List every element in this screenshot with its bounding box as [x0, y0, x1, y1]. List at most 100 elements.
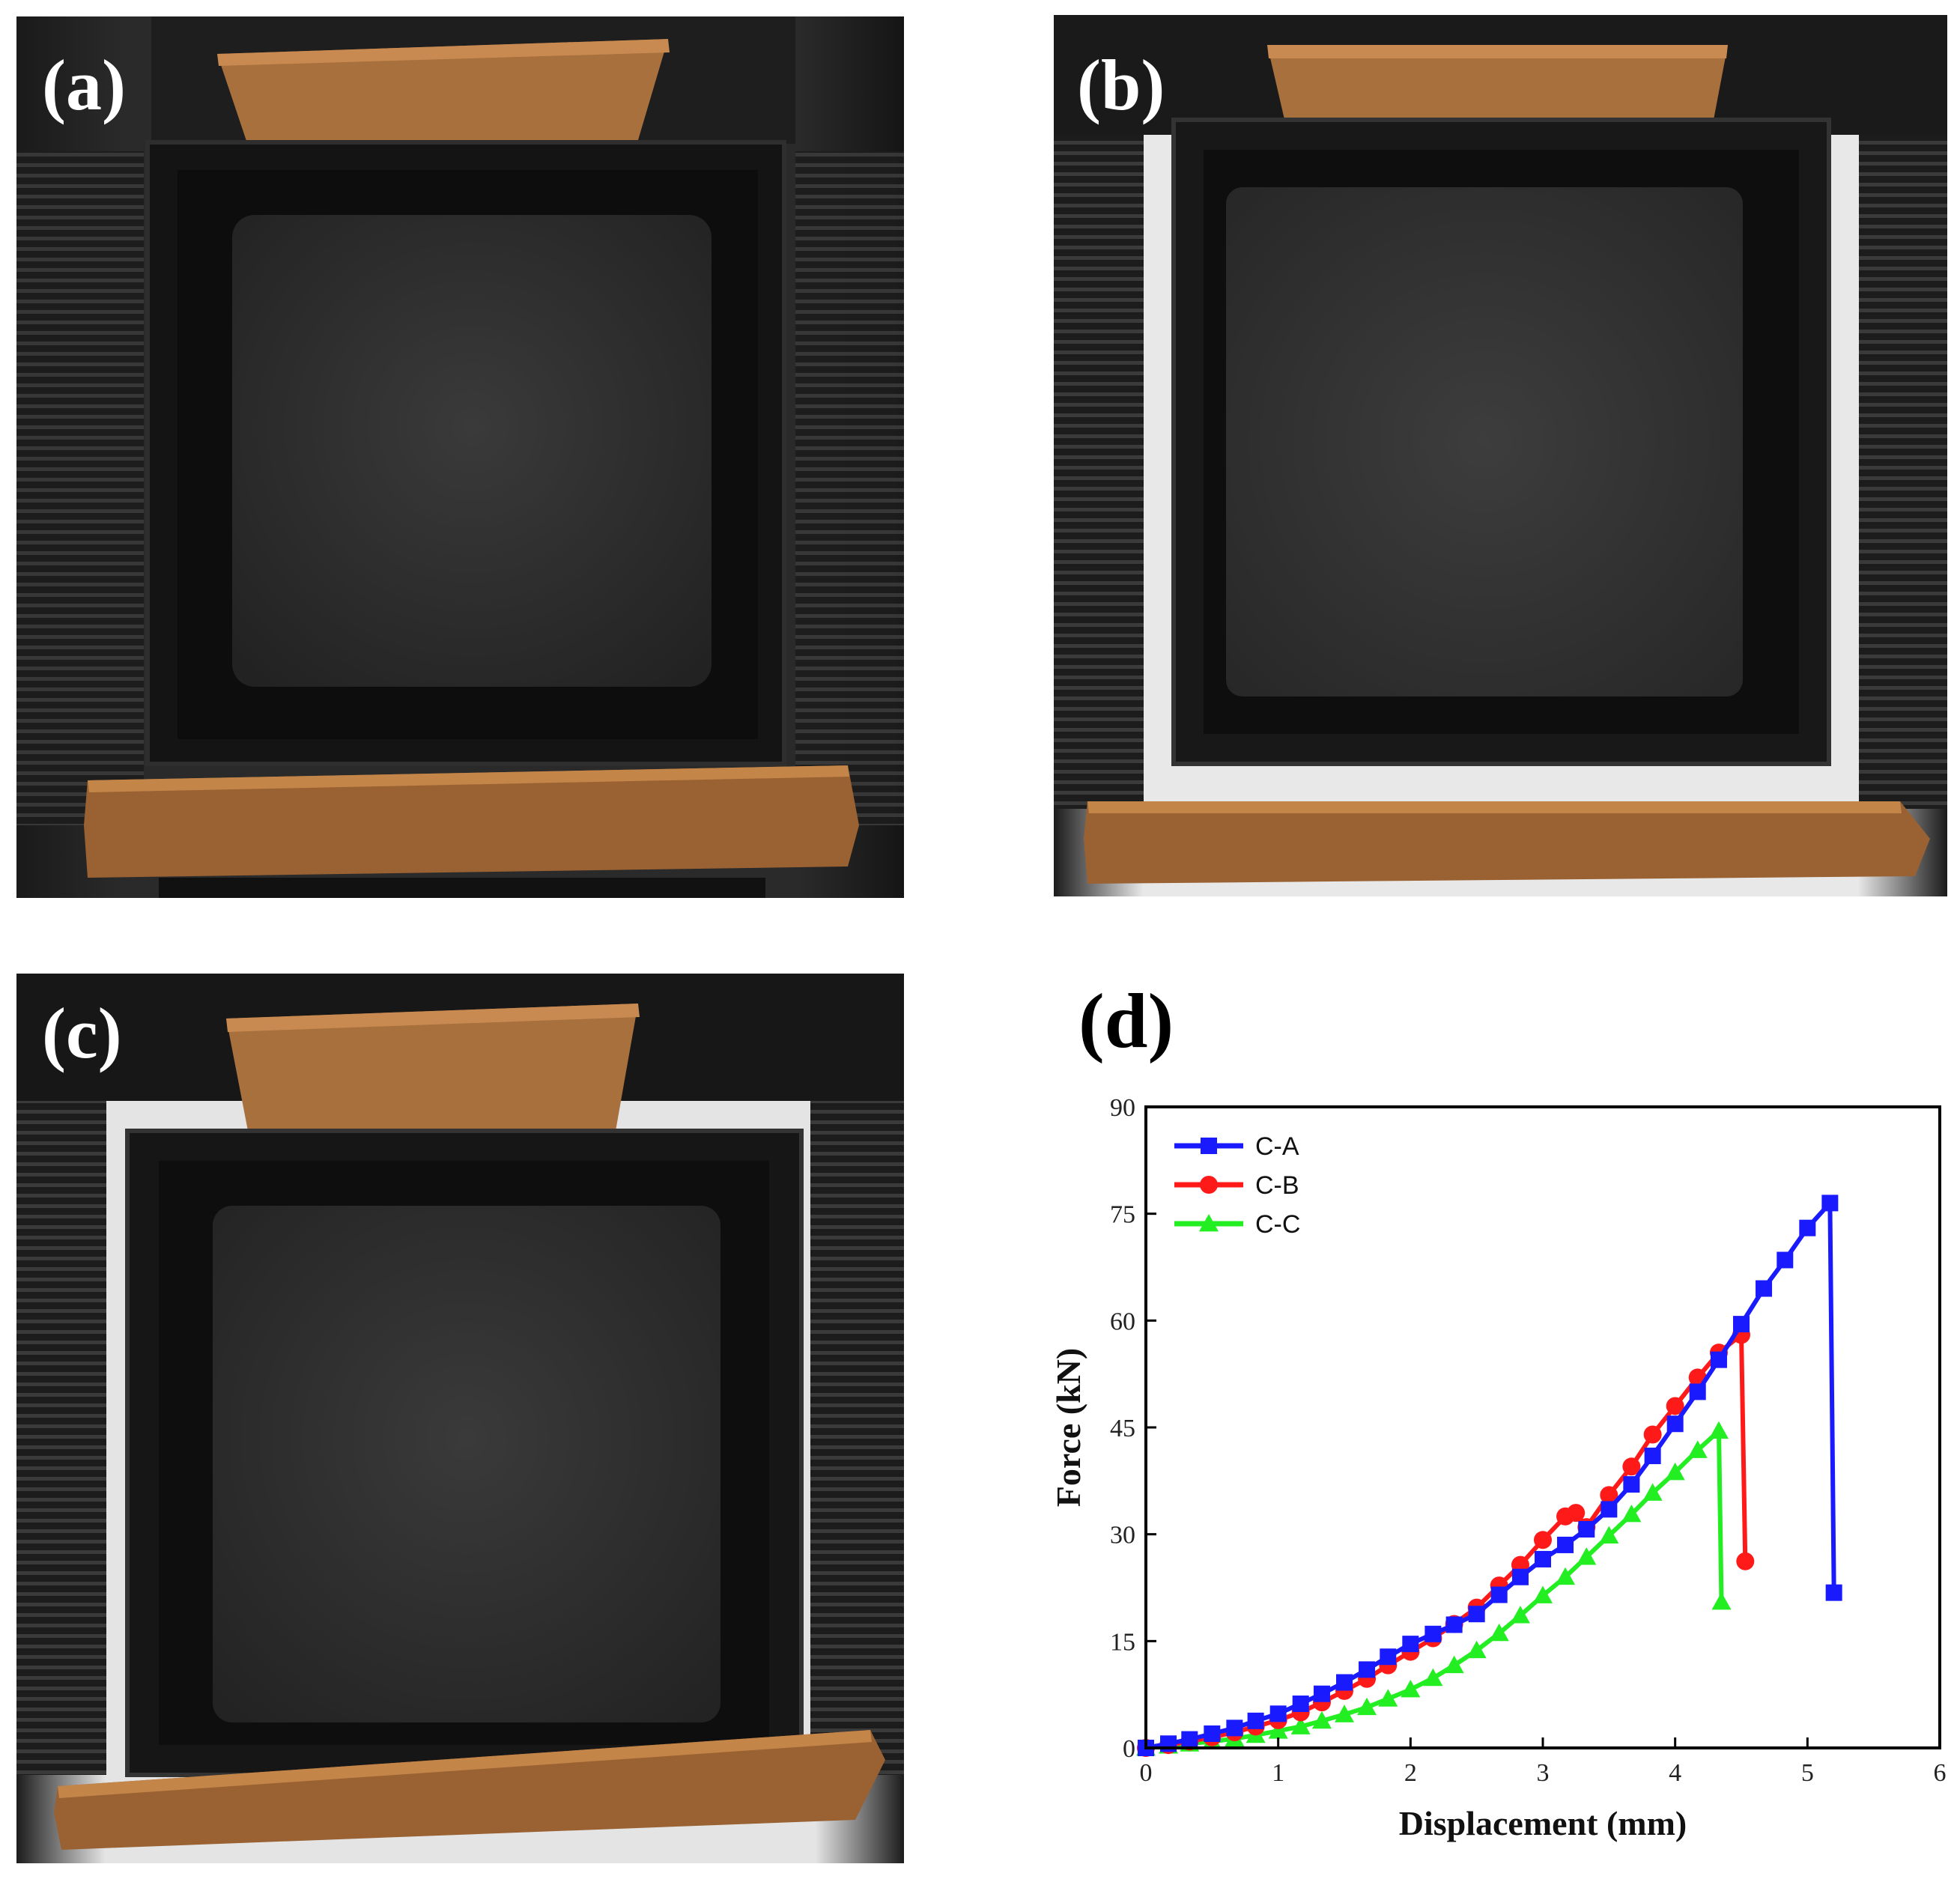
photo-panel-b	[1054, 15, 1947, 896]
point-C-C-15	[1466, 1640, 1487, 1659]
x-axis-title: Displacement (mm)	[1399, 1804, 1687, 1842]
plot-layer	[1136, 1195, 1842, 1757]
point-C-C-9	[1335, 1705, 1354, 1722]
point-C-A-23	[1644, 1448, 1661, 1465]
series-C-B	[1137, 1326, 1755, 1757]
x-tick-label-0: 0	[1140, 1759, 1153, 1787]
series-C-C	[1136, 1421, 1732, 1756]
point-C-C-6	[1268, 1721, 1288, 1739]
series-line-C-C	[1145, 1428, 1724, 1750]
point-C-B-24	[1643, 1425, 1662, 1444]
legend-marker-C-B	[1200, 1176, 1218, 1194]
point-C-C-13	[1423, 1668, 1443, 1687]
x-tick-label-1: 1	[1272, 1759, 1284, 1787]
point-C-C-17	[1510, 1606, 1530, 1624]
point-C-A-20	[1578, 1521, 1595, 1538]
panel-label-a: (a)	[42, 45, 126, 125]
y-tick-label-3: 45	[1110, 1415, 1135, 1442]
point-C-A-17	[1511, 1568, 1529, 1585]
y-tick-label-2: 30	[1110, 1522, 1135, 1549]
point-C-A-2	[1181, 1731, 1198, 1748]
point-C-C-26	[1708, 1421, 1729, 1439]
series-line-C-B	[1145, 1332, 1748, 1750]
point-C-A-21	[1601, 1501, 1618, 1518]
photo-panel-a	[16, 16, 904, 898]
legend-marker-C-A	[1201, 1138, 1217, 1154]
x-tick-label-6: 6	[1934, 1759, 1947, 1787]
point-C-A-14	[1445, 1616, 1463, 1633]
point-C-A-30	[1799, 1219, 1816, 1236]
x-tick-label-2: 2	[1404, 1759, 1417, 1787]
point-C-A-31	[1821, 1195, 1839, 1212]
y-axis-title: Force (kN)	[1049, 1348, 1087, 1507]
point-C-B-22	[1600, 1486, 1618, 1505]
point-C-A-12	[1402, 1636, 1419, 1653]
point-C-A-4	[1226, 1719, 1243, 1737]
point-C-A-8	[1313, 1685, 1330, 1702]
photo-panel-c	[16, 974, 904, 1863]
point-C-C-16	[1489, 1623, 1509, 1642]
point-C-A-32	[1825, 1584, 1842, 1601]
point-C-C-22	[1621, 1505, 1642, 1523]
point-C-A-25	[1689, 1383, 1706, 1400]
point-C-A-28	[1756, 1280, 1773, 1297]
point-C-A-22	[1623, 1476, 1640, 1493]
point-C-C-11	[1378, 1689, 1398, 1707]
y-tick-label-0: 0	[1123, 1735, 1135, 1763]
point-C-C-12	[1401, 1680, 1421, 1698]
point-C-B-25	[1666, 1397, 1684, 1415]
point-C-C-14	[1444, 1655, 1464, 1674]
point-C-B-20	[1567, 1504, 1586, 1523]
point-C-B-23	[1622, 1457, 1641, 1476]
legend: C-A C-B C-C	[1174, 1132, 1300, 1239]
y-tick-label-1: 15	[1110, 1628, 1135, 1656]
point-C-A-15	[1468, 1606, 1485, 1623]
point-C-C-8	[1311, 1710, 1332, 1729]
point-C-A-26	[1710, 1351, 1727, 1368]
point-C-A-7	[1292, 1696, 1309, 1713]
point-C-C-27	[1711, 1592, 1732, 1610]
plot-frame	[1144, 1105, 1941, 1749]
point-C-C-7	[1290, 1716, 1311, 1734]
legend-label-C-B: C-B	[1255, 1171, 1299, 1200]
panel-label-b: (b)	[1077, 45, 1165, 125]
point-C-C-21	[1599, 1526, 1619, 1543]
panel-label-d: (d)	[1078, 978, 1174, 1064]
point-C-A-11	[1380, 1648, 1397, 1666]
photo-a-illustration	[16, 16, 904, 898]
point-C-A-29	[1777, 1251, 1794, 1269]
point-C-A-5	[1247, 1712, 1264, 1729]
point-C-C-19	[1556, 1567, 1576, 1585]
photo-c-illustration	[16, 974, 904, 1863]
point-C-C-23	[1642, 1483, 1663, 1501]
y-tick-label-4: 60	[1110, 1308, 1135, 1335]
point-C-C-20	[1577, 1547, 1597, 1565]
point-C-A-3	[1204, 1725, 1221, 1742]
point-C-A-24	[1666, 1415, 1684, 1433]
photo-b-illustration	[1054, 15, 1947, 896]
legend-label-C-A: C-A	[1255, 1132, 1299, 1161]
point-C-C-24	[1665, 1462, 1685, 1481]
x-tick-label-5: 5	[1801, 1759, 1814, 1787]
y-tick-label-6: 90	[1110, 1094, 1135, 1122]
point-C-C-10	[1357, 1697, 1377, 1716]
panel-label-c: (c)	[42, 993, 122, 1073]
point-C-A-19	[1557, 1536, 1574, 1553]
point-C-B-18	[1534, 1531, 1552, 1549]
point-C-A-10	[1359, 1661, 1376, 1678]
point-C-A-9	[1336, 1674, 1353, 1691]
point-C-A-13	[1425, 1625, 1442, 1642]
point-C-B-29	[1736, 1552, 1755, 1570]
y-tick-label-5: 75	[1110, 1201, 1135, 1229]
series-line-C-A	[1145, 1200, 1836, 1750]
x-tick-label-4: 4	[1669, 1759, 1681, 1787]
point-C-A-27	[1733, 1316, 1750, 1333]
point-C-C-25	[1687, 1440, 1708, 1458]
legend-marker-C-C	[1199, 1214, 1219, 1232]
point-C-C-18	[1533, 1585, 1553, 1603]
x-tick-label-3: 3	[1537, 1759, 1550, 1787]
point-C-A-18	[1535, 1550, 1551, 1567]
legend-label-C-C: C-C	[1255, 1210, 1300, 1239]
